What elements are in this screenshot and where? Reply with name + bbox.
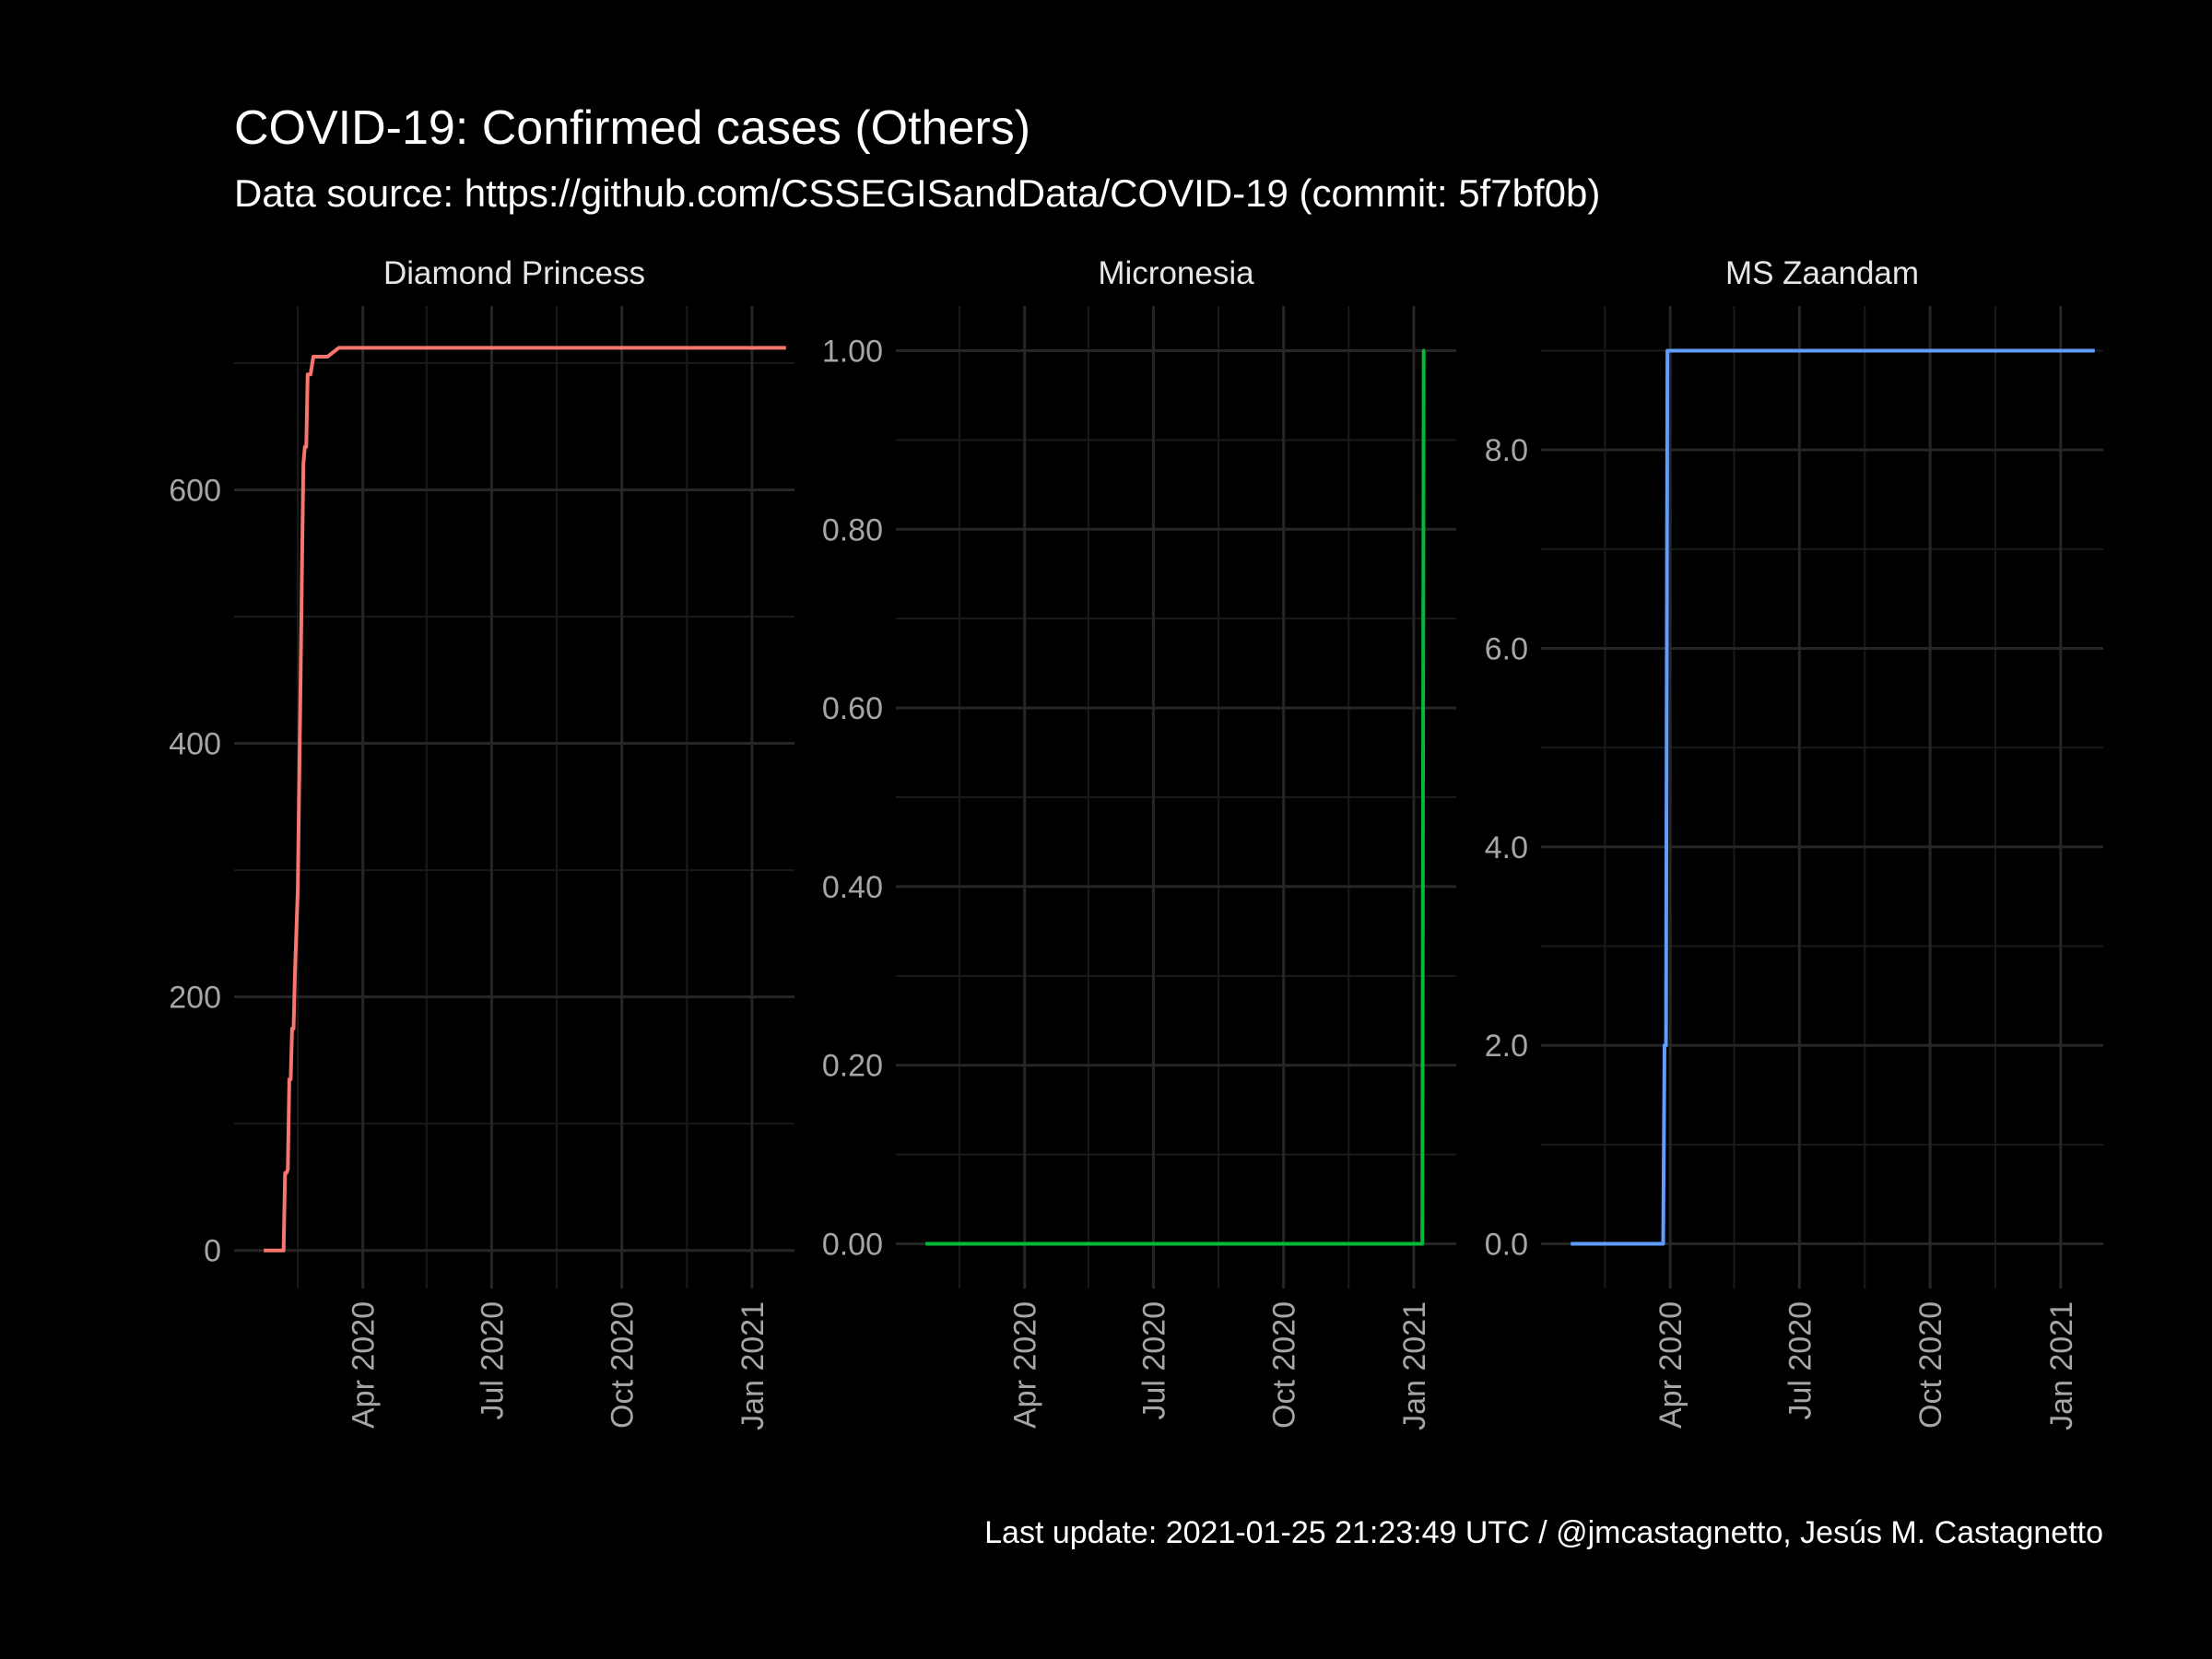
x-tick-label: Jul 2020: [1136, 1301, 1171, 1420]
x-tick-label: Jan 2021: [2044, 1301, 2079, 1430]
facet-label: Micronesia: [1098, 255, 1254, 291]
chart-caption: Last update: 2021-01-25 21:23:49 UTC / @…: [984, 1515, 2103, 1550]
y-tick-label: 600: [169, 473, 221, 508]
x-tick-label: Jan 2021: [735, 1301, 771, 1430]
facet-label: MS Zaandam: [1725, 255, 1919, 291]
x-tick-label: Oct 2020: [606, 1301, 641, 1429]
x-tick-label: Oct 2020: [1267, 1301, 1302, 1429]
y-tick-label: 6.0: [1485, 631, 1528, 666]
y-tick-label: 4.0: [1485, 830, 1528, 865]
y-tick-label: 0.60: [822, 691, 883, 726]
y-tick-label: 2.0: [1485, 1029, 1528, 1064]
x-tick-label: Apr 2020: [347, 1301, 382, 1429]
facet-panel-diamond-princess: Diamond Princess 0 200 400 600 Apr 2020 Jul 20…: [169, 255, 794, 1430]
y-tick-label: 200: [169, 981, 221, 1016]
y-tick-label: 1.00: [822, 334, 883, 369]
y-tick-label: 0.20: [822, 1049, 883, 1084]
x-tick-label: Apr 2020: [1008, 1301, 1043, 1429]
y-tick-label: 0.00: [822, 1228, 883, 1263]
y-tick-label: 8.0: [1485, 433, 1528, 468]
y-tick-label: 0.80: [822, 512, 883, 547]
x-tick-label: Apr 2020: [1653, 1301, 1688, 1429]
y-tick-label: 0.0: [1485, 1228, 1528, 1263]
x-tick-label: Jul 2020: [475, 1301, 510, 1420]
facet-label: Diamond Princess: [383, 255, 645, 291]
y-tick-label: 0.40: [822, 870, 883, 905]
x-tick-label: Oct 2020: [1913, 1301, 1948, 1429]
y-tick-label: 0: [204, 1234, 221, 1269]
chart-title: COVID-19: Confirmed cases (Others): [234, 101, 1030, 155]
series-line-ms-zaandam: [1571, 348, 2095, 1246]
y-tick-label: 400: [169, 727, 221, 762]
facet-panel-ms-zaandam: MS Zaandam 0.0 2.0 4.0 6.0 8.0 Apr 2020 Jul 202…: [1485, 255, 2103, 1430]
facet-panel-micronesia: Micronesia 0.00 0.20 0.40 0.60 0.80 1.00 Apr 20…: [822, 255, 1456, 1430]
x-tick-label: Jul 2020: [1783, 1301, 1818, 1420]
x-tick-label: Jan 2021: [1397, 1301, 1432, 1430]
series-line-diamond-princess: [264, 346, 786, 1253]
chart-subtitle: Data source: https://github.com/CSSEGISa…: [234, 171, 1600, 215]
series-line-micronesia: [925, 348, 1426, 1246]
facet-panels: Diamond Princess 0 200 400 600 Apr 2020 Jul 20…: [169, 255, 2103, 1430]
